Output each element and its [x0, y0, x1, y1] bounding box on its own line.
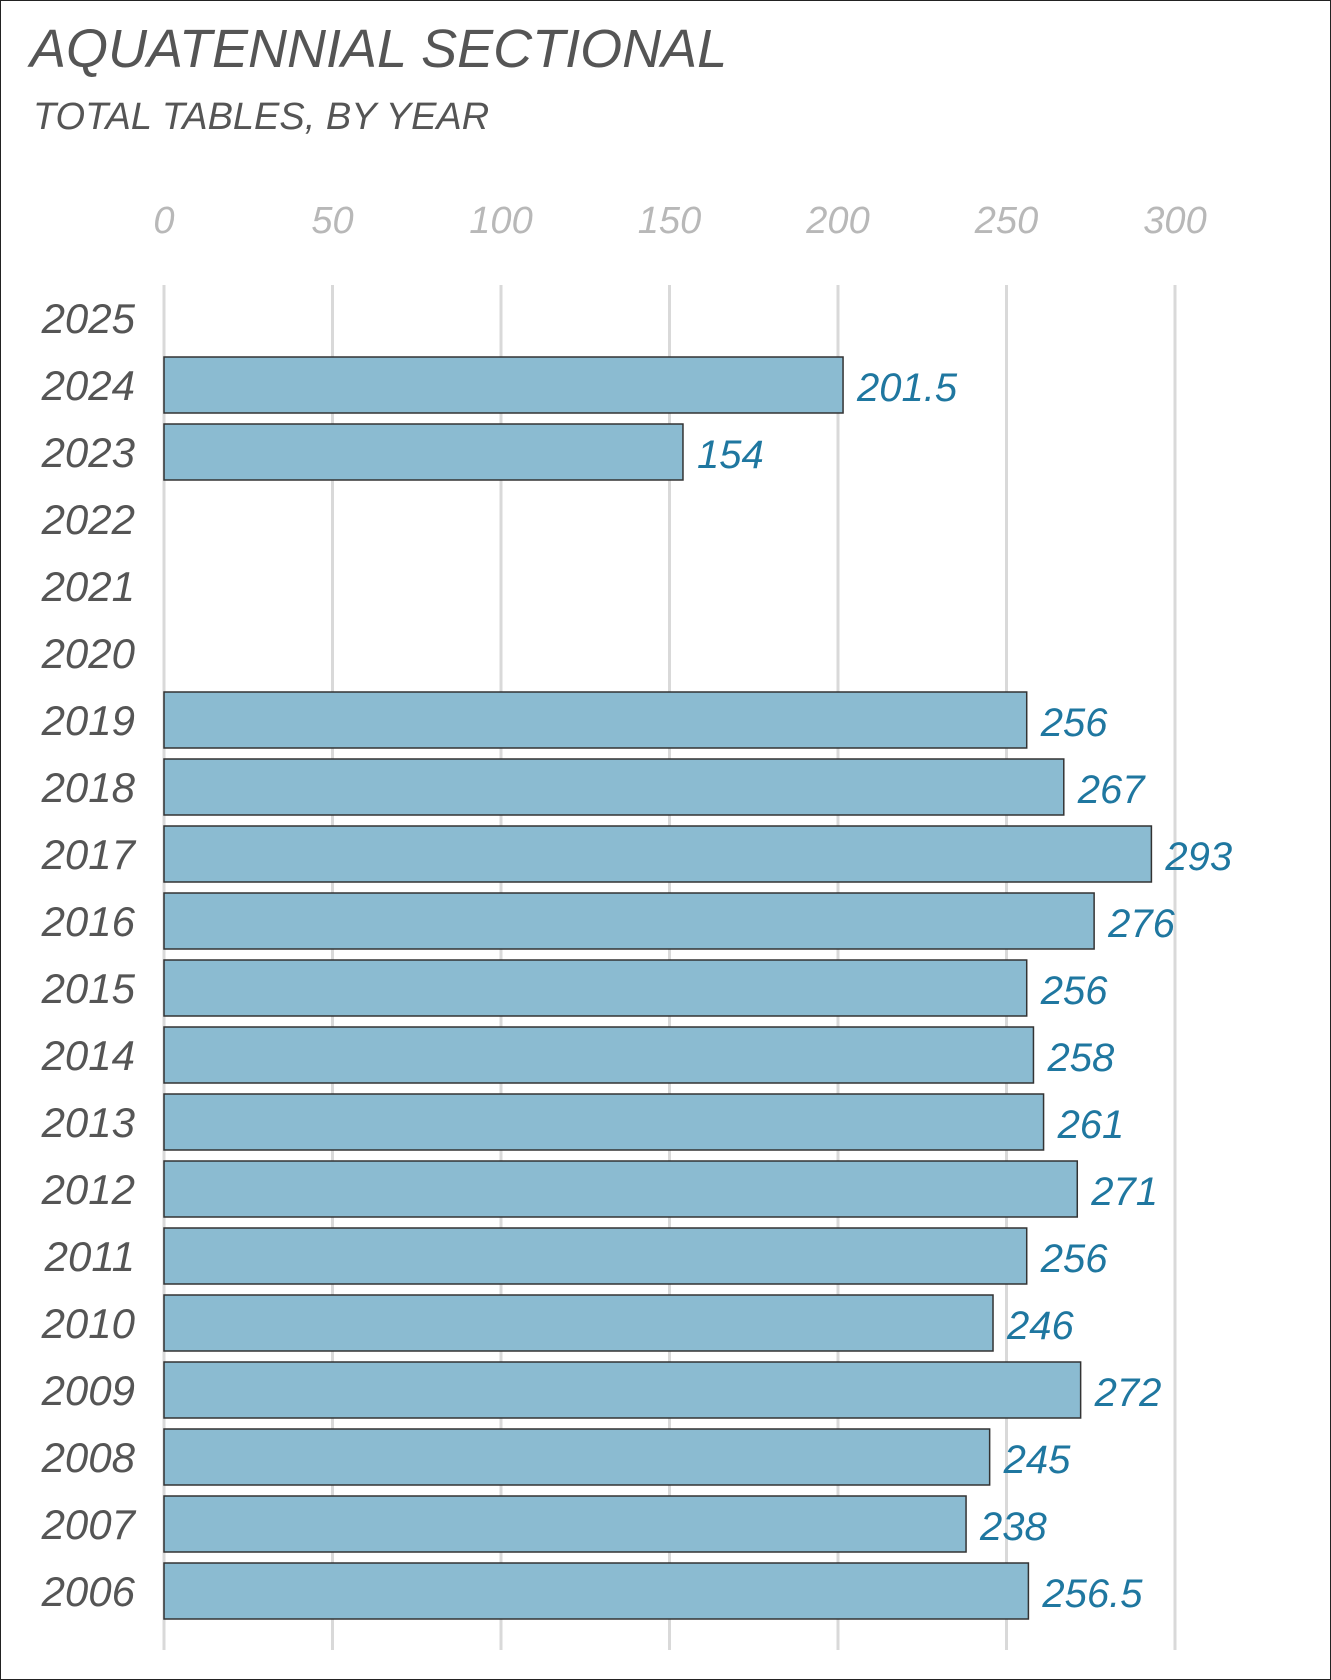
value-label: 256.5 [1041, 1572, 1143, 1616]
bar-2014 [163, 1026, 1035, 1084]
x-tick-label: 0 [153, 200, 174, 242]
bar-2023 [163, 423, 684, 481]
value-label: 256 [1040, 701, 1108, 745]
value-label: 276 [1107, 902, 1175, 946]
x-tick-label: 200 [805, 200, 869, 242]
value-label: 256 [1040, 969, 1108, 1013]
x-tick-label: 300 [1143, 200, 1206, 242]
value-label: 271 [1090, 1170, 1158, 1214]
category-label: 2022 [41, 496, 135, 543]
value-label: 258 [1046, 1036, 1114, 1080]
value-label: 272 [1094, 1371, 1162, 1415]
bars [163, 356, 1153, 1620]
bar-2007 [163, 1495, 967, 1553]
category-label: 2013 [41, 1099, 135, 1146]
x-tick-label: 150 [638, 200, 701, 242]
category-label: 2011 [44, 1233, 135, 1280]
x-axis-ticks: 0 50 100 150 200 250 300 [153, 200, 1206, 242]
category-label: 2006 [41, 1568, 136, 1615]
value-label: 245 [1003, 1438, 1071, 1482]
category-label: 2018 [41, 764, 136, 811]
category-label: 2024 [41, 362, 135, 409]
category-label: 2021 [41, 563, 135, 610]
category-label: 2025 [41, 295, 136, 342]
bar-2015 [163, 959, 1028, 1017]
bar-2018 [163, 758, 1065, 816]
category-label: 2008 [41, 1434, 136, 1481]
value-label: 201.5 [856, 366, 958, 410]
bar-2019 [163, 691, 1028, 749]
category-label: 2023 [41, 429, 135, 476]
bar-2010 [163, 1294, 994, 1352]
category-label: 2012 [41, 1166, 135, 1213]
category-label: 2017 [41, 831, 137, 878]
category-label: 2010 [41, 1300, 136, 1347]
value-labels: 201.5 154 256 267 293 276 256 258 261 271 256 246 27… [697, 366, 1232, 1616]
value-label: 246 [1006, 1304, 1074, 1348]
category-label: 2007 [41, 1501, 137, 1548]
value-label: 256 [1040, 1237, 1108, 1281]
category-label: 2009 [41, 1367, 135, 1414]
category-label: 2016 [41, 898, 136, 945]
bar-2006 [163, 1562, 1030, 1620]
bar-2017 [163, 825, 1153, 883]
bar-2016 [163, 892, 1095, 950]
category-label: 2019 [41, 697, 135, 744]
x-tick-label: 250 [974, 200, 1038, 242]
bar-2012 [163, 1160, 1079, 1218]
category-labels: 2025 2024 2023 2022 2021 2020 2019 2018 2017 2016… [41, 295, 137, 1615]
value-label: 267 [1077, 768, 1146, 812]
bar-2011 [163, 1227, 1028, 1285]
category-label: 2020 [41, 630, 136, 677]
bar-2013 [163, 1093, 1045, 1151]
value-label: 293 [1164, 835, 1232, 879]
chart-subtitle: TOTAL TABLES, BY YEAR [33, 96, 490, 138]
x-tick-label: 50 [311, 200, 353, 242]
category-label: 2014 [41, 1032, 135, 1079]
category-label: 2015 [41, 965, 136, 1012]
bar-2009 [163, 1361, 1082, 1419]
x-tick-label: 100 [469, 200, 532, 242]
value-label: 154 [697, 433, 764, 477]
bar-2008 [163, 1428, 991, 1486]
bar-2024 [163, 356, 844, 414]
value-label: 261 [1057, 1103, 1125, 1147]
chart-title: AQUATENNIAL SECTIONAL [30, 19, 728, 79]
value-label: 238 [979, 1505, 1047, 1549]
